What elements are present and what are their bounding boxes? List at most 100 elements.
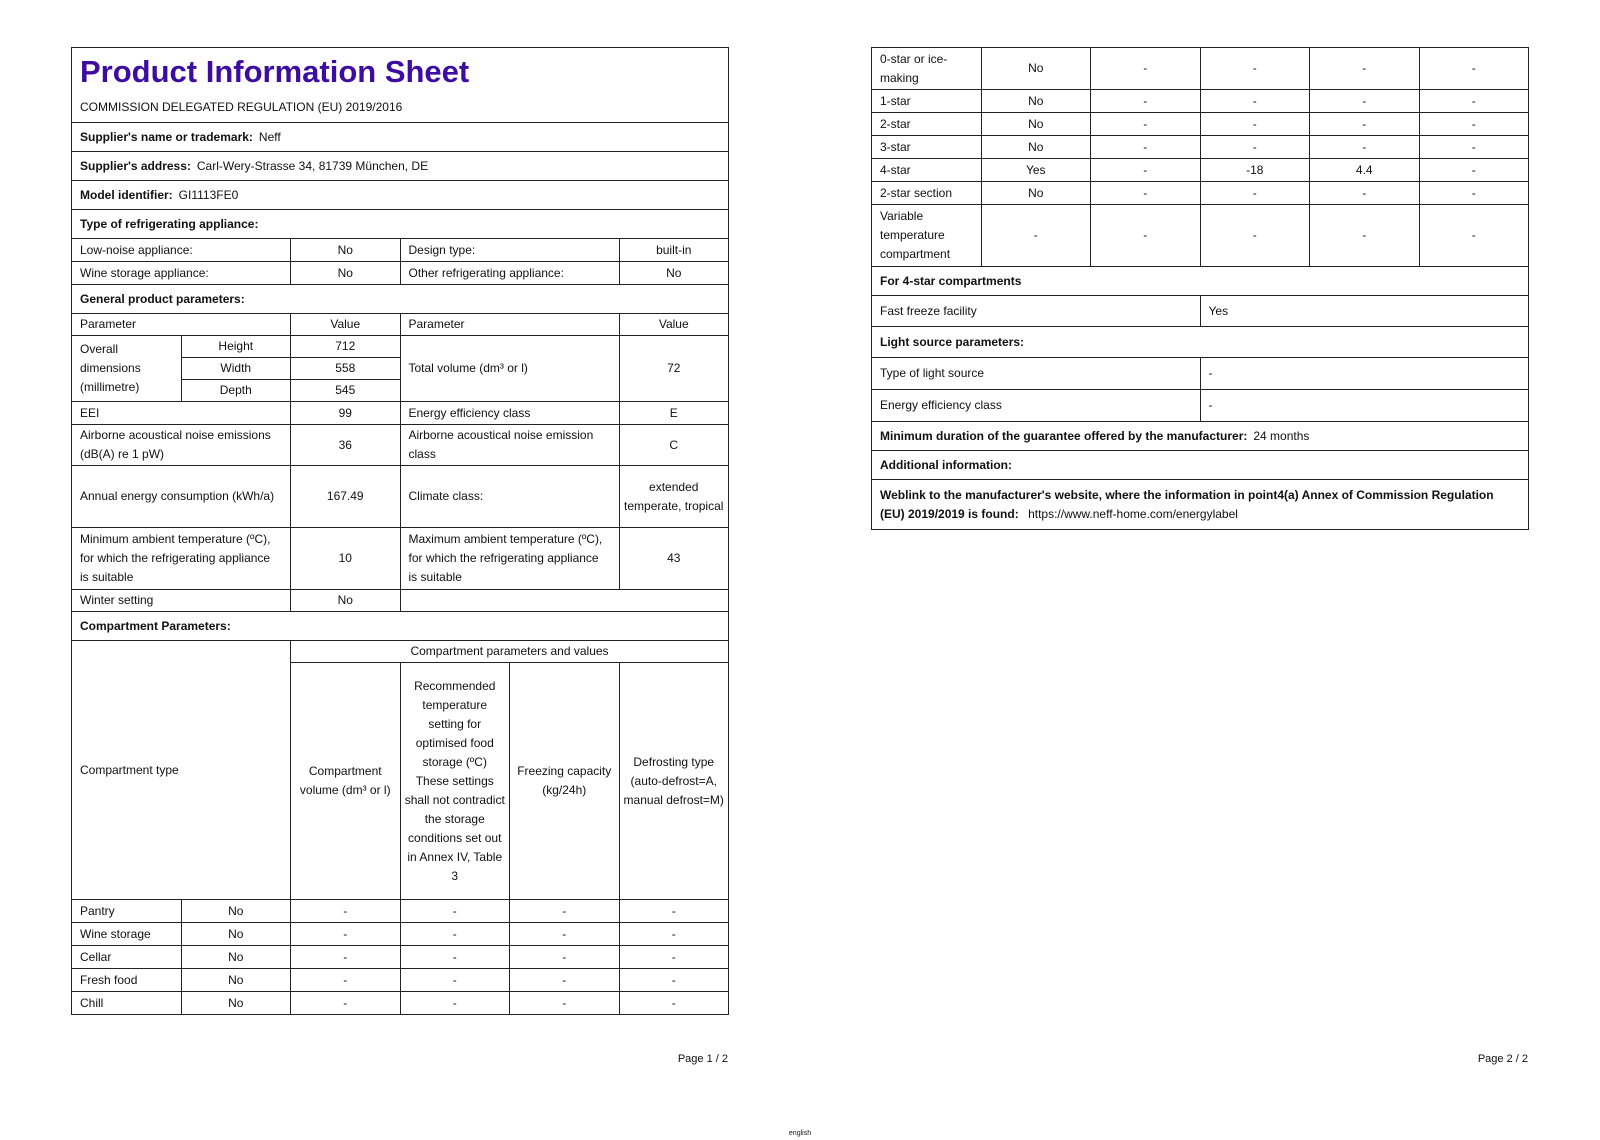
section-heading: Light source parameters: (871, 326, 1529, 358)
cell: - (1199, 204, 1310, 267)
header-cell: Defrosting type (auto-defrost=A, manual … (618, 662, 729, 900)
row: Compartment Parameters: (71, 611, 729, 641)
label: Type of refrigerating appliance: (80, 216, 259, 231)
cell: Wine storage appliance: (71, 261, 291, 285)
cell: - (1199, 89, 1310, 113)
cell: - (1418, 112, 1529, 136)
row: Compartment type Compartment parameters … (71, 640, 729, 900)
cell: Airborne acoustical noise emissions (dB(… (71, 424, 291, 466)
cell: No (980, 135, 1091, 159)
row: 2-star No - - - - (871, 112, 1529, 136)
cell: - (290, 945, 401, 969)
value: Carl-Wery-Strasse 34, 81739 München, DE (196, 158, 429, 173)
cell: - (509, 922, 620, 946)
row: Overall dimensions (millimetre) Height 7… (71, 335, 729, 402)
row: 0-star or ice-making No - - - - (871, 47, 1529, 90)
cell: 3-star (871, 135, 982, 159)
cell: - (290, 922, 401, 946)
cell: - (1090, 89, 1201, 113)
label: Light source parameters: (880, 334, 1025, 349)
cell: 72 (618, 335, 729, 402)
row: Energy efficiency class - (871, 389, 1529, 422)
cell: 167.49 (290, 465, 401, 528)
row: Airborne acoustical noise emissions (dB(… (71, 424, 729, 466)
row: Fresh food No - - - - (71, 968, 729, 992)
cell: No (180, 968, 291, 992)
cell: - (290, 899, 401, 923)
page-2-table: 0-star or ice-making No - - - -1-star No - - - -2-… (871, 47, 1529, 530)
cell: No (180, 945, 291, 969)
cell: - (618, 922, 729, 946)
cell: - (399, 991, 510, 1015)
cell: - (1090, 47, 1201, 90)
label: Weblink to the manufacturer's website, w… (880, 487, 1494, 521)
header-cell: Compartment type (71, 640, 291, 900)
section-heading: Additional information: (871, 450, 1529, 480)
cell: 712 (290, 335, 401, 358)
header-cell: Compartment volume (dm³ or l) (290, 662, 401, 900)
cell: - (399, 899, 510, 923)
cell: - (1199, 135, 1310, 159)
row: 3-star No - - - - (871, 135, 1529, 159)
header-cell: Compartment parameters and values (290, 640, 729, 663)
label: Supplier's name or trademark: (80, 129, 253, 144)
cell: Yes (980, 158, 1091, 182)
cell: Yes (1199, 295, 1529, 327)
cell: Width (180, 357, 291, 380)
header-cell: Freezing capacity (kg/24h) (509, 662, 620, 900)
cell: Variable temperature compartment (871, 204, 982, 267)
row: EEI 99 Energy efficiency class E (71, 401, 729, 425)
row: 1-star No - - - - (871, 89, 1529, 113)
label: Compartment Parameters: (80, 618, 231, 633)
cell: Weblink to the manufacturer's website, w… (871, 479, 1529, 530)
title-cell: Product Information Sheet COMMISSION DEL… (71, 47, 729, 123)
header-cell: Value (618, 313, 729, 336)
cell: No (980, 181, 1091, 205)
label: Supplier's address: (80, 158, 191, 173)
row: 4-star Yes - -18 4.4- (871, 158, 1529, 182)
cell: No (290, 589, 401, 612)
section-heading: Compartment Parameters: (71, 611, 729, 641)
label: Additional information: (880, 457, 1012, 472)
cell: - (290, 968, 401, 992)
page-1-table: Product Information Sheet COMMISSION DEL… (71, 47, 729, 1015)
cell: Fresh food (71, 968, 182, 992)
label: For 4-star compartments (880, 273, 1022, 288)
cell: No (180, 922, 291, 946)
value: 24 months (1253, 428, 1310, 443)
cell: Airborne acoustical noise emission class (399, 424, 620, 466)
header-cell: Recommended temperature setting for opti… (399, 662, 510, 900)
cell: extended temperate, tropical (618, 465, 729, 528)
row: Type of light source - (871, 357, 1529, 390)
cell: - (1199, 47, 1310, 90)
cell: 0-star or ice-making (871, 47, 982, 90)
cell: Minimum duration of the guarantee offere… (871, 421, 1529, 451)
cell: - (1090, 181, 1201, 205)
row: Low-noise appliance: No Design type: built-… (71, 238, 729, 262)
cell: Minimum ambient temperature (ºC), for wh… (71, 527, 291, 590)
page-number: Page 2 / 2 (1477, 1053, 1528, 1065)
row: Additional information: (871, 450, 1529, 480)
cell: - (980, 204, 1091, 267)
cell: - (1309, 204, 1420, 267)
row: 2-star section No - - - - (871, 181, 1529, 205)
row: Type of refrigerating appliance: (71, 209, 729, 239)
cell: EEI (71, 401, 291, 425)
label: Model identifier: (80, 187, 173, 202)
cell: Wine storage (71, 922, 182, 946)
row: Winter setting No (71, 589, 729, 612)
row: Minimum ambient temperature (ºC), for wh… (71, 527, 729, 590)
cell: Pantry (71, 899, 182, 923)
cell: No (290, 238, 401, 262)
cell: Low-noise appliance: (71, 238, 291, 262)
cell: - (1090, 158, 1201, 182)
row: Parameter Value Parameter Value (71, 313, 729, 336)
cell: Other refrigerating appliance: (399, 261, 620, 285)
cell: C (618, 424, 729, 466)
cell: - (399, 945, 510, 969)
cell: 2-star section (871, 181, 982, 205)
cell: Model identifier: GI1113FE0 (71, 180, 729, 210)
cell: Cellar (71, 945, 182, 969)
row: Wine storage appliance: No Other refrigera… (71, 261, 729, 285)
